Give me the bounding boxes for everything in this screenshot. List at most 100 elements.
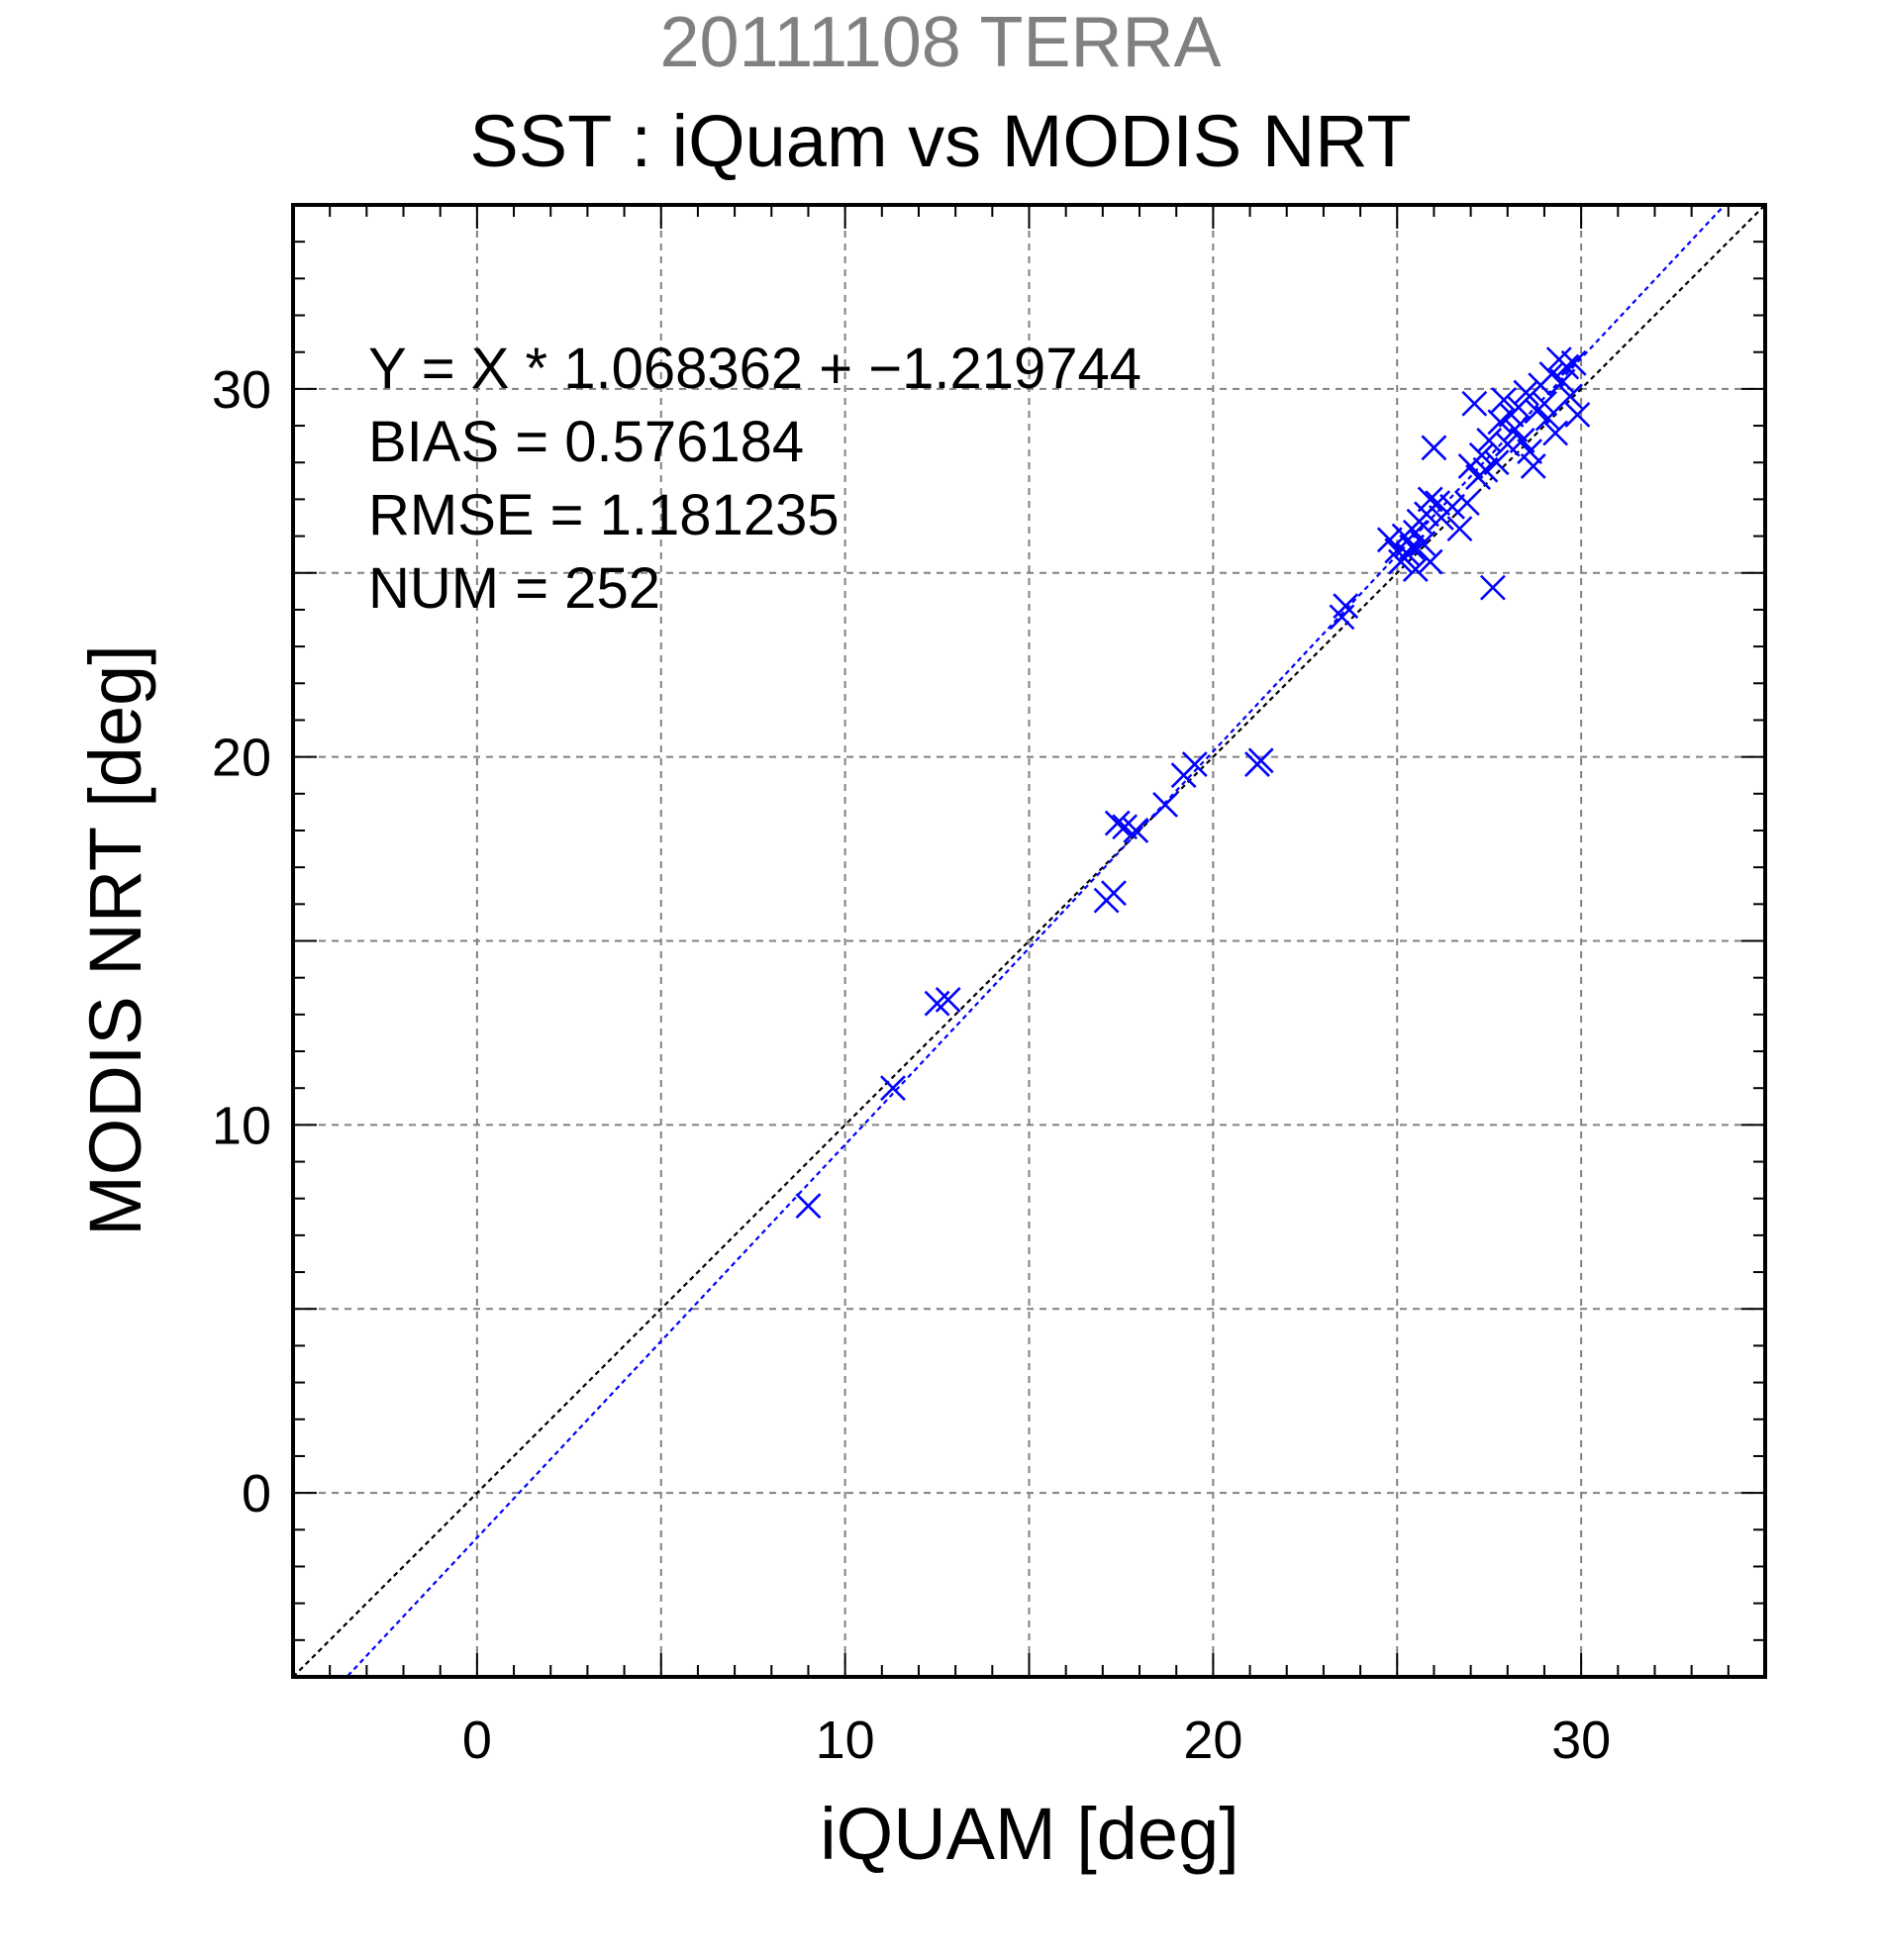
data-point-stroke [1517, 439, 1542, 464]
data-point-stroke [1410, 531, 1436, 556]
data-point-stroke [1553, 353, 1580, 380]
data-point [1502, 416, 1529, 442]
data-point-stroke [1560, 349, 1587, 376]
data-point [1564, 401, 1591, 428]
y-tick-label: 20 [212, 729, 271, 788]
data-point-stroke [1152, 792, 1178, 818]
data-point-stroke [1123, 818, 1149, 843]
plot-frame [291, 203, 1767, 1679]
data-point-stroke [1564, 401, 1591, 428]
data-point-stroke [1487, 409, 1514, 436]
data-point [1557, 383, 1583, 410]
data-point-stroke [1439, 493, 1465, 520]
data-point-stroke [1104, 810, 1131, 836]
data-point-stroke [1494, 431, 1521, 457]
data-point [880, 1075, 906, 1102]
x-tick-label: 10 [816, 1711, 875, 1770]
y-tick-label: 30 [212, 360, 271, 420]
y-tick-label: 0 [242, 1464, 271, 1523]
data-point [1532, 390, 1557, 417]
data-point [1417, 486, 1443, 513]
data-point [1247, 747, 1274, 774]
data-point-stroke [1479, 574, 1506, 601]
data-point [1425, 490, 1451, 517]
stat-num: NUM = 252 [368, 556, 660, 621]
x-axis-label: iQUAM [deg] [820, 1793, 1239, 1875]
data-point-stroke [1532, 390, 1557, 417]
data-point [1417, 548, 1443, 575]
data-point-stroke [1538, 361, 1565, 387]
x-tick-label: 0 [462, 1711, 492, 1770]
data-point-stroke [1333, 593, 1359, 620]
data-point-stroke [1520, 453, 1546, 479]
y-axis-label: MODIS NRT [deg] [74, 644, 156, 1236]
data-points [795, 346, 1591, 1220]
data-point [1181, 751, 1208, 777]
data-point-stroke [1453, 490, 1480, 517]
stat-rmse: RMSE = 1.181235 [368, 483, 840, 547]
grid [293, 205, 1765, 1677]
data-point [1453, 490, 1480, 517]
y-tick-label: 10 [212, 1096, 271, 1155]
tick-labels: 0 10 20 30 0 10 20 30 [212, 360, 1611, 1770]
data-point-stroke [1425, 490, 1451, 517]
data-point-stroke [1509, 428, 1535, 453]
data-point [1534, 405, 1561, 432]
data-point [1538, 361, 1565, 387]
data-point-stroke [1472, 456, 1499, 483]
data-point-stroke [1468, 441, 1495, 468]
data-point [1553, 353, 1580, 380]
stat-bias: BIAS = 0.576184 [368, 410, 804, 474]
data-point [1487, 409, 1514, 436]
data-point [1517, 439, 1542, 464]
data-point [1104, 810, 1131, 836]
data-point [1472, 456, 1499, 483]
data-point-stroke [1534, 405, 1561, 432]
data-point [1560, 349, 1587, 376]
data-point-stroke [1417, 486, 1443, 513]
data-point [1395, 541, 1422, 568]
data-point [1123, 818, 1149, 843]
data-point [1333, 593, 1359, 620]
data-point [1152, 792, 1178, 818]
data-point [1402, 556, 1429, 582]
data-point [1483, 449, 1510, 476]
data-point [935, 987, 961, 1013]
data-point-stroke [1513, 379, 1539, 406]
data-point-stroke [1421, 435, 1447, 461]
x-tick-label: 20 [1183, 1711, 1242, 1770]
chart-title: SST : iQuam vs MODIS NRT [469, 100, 1412, 182]
data-point-stroke [1181, 751, 1208, 777]
data-point [1520, 453, 1546, 479]
data-point [795, 1193, 822, 1220]
data-point [1491, 387, 1517, 413]
data-point [1101, 880, 1127, 907]
data-point [1410, 531, 1436, 556]
x-tick-label: 30 [1551, 1711, 1611, 1770]
data-point-stroke [1549, 368, 1576, 395]
data-point-stroke [935, 987, 961, 1013]
data-point [1439, 493, 1465, 520]
data-point [1479, 574, 1506, 601]
data-point-stroke [1101, 880, 1127, 907]
data-point-stroke [1247, 747, 1274, 774]
data-point-stroke [1502, 416, 1529, 442]
data-point [1513, 379, 1539, 406]
data-point-stroke [1417, 548, 1443, 575]
data-point [1468, 441, 1495, 468]
data-point [1376, 527, 1403, 553]
stat-regression: Y = X * 1.068362 + −1.219744 [368, 337, 1141, 401]
data-point [1509, 428, 1535, 453]
data-point-stroke [1483, 449, 1510, 476]
data-point-stroke [1557, 383, 1583, 410]
data-point-stroke [1376, 527, 1403, 553]
data-point-stroke [880, 1075, 906, 1102]
data-point [1549, 368, 1576, 395]
data-point-stroke [1402, 556, 1429, 582]
data-point [1446, 516, 1473, 542]
data-point-stroke [1395, 541, 1422, 568]
data-point-stroke [1112, 814, 1138, 840]
data-point [1461, 390, 1488, 417]
stats-block: Y = X * 1.068362 + −1.219744 BIAS = 0.57… [368, 337, 1141, 621]
